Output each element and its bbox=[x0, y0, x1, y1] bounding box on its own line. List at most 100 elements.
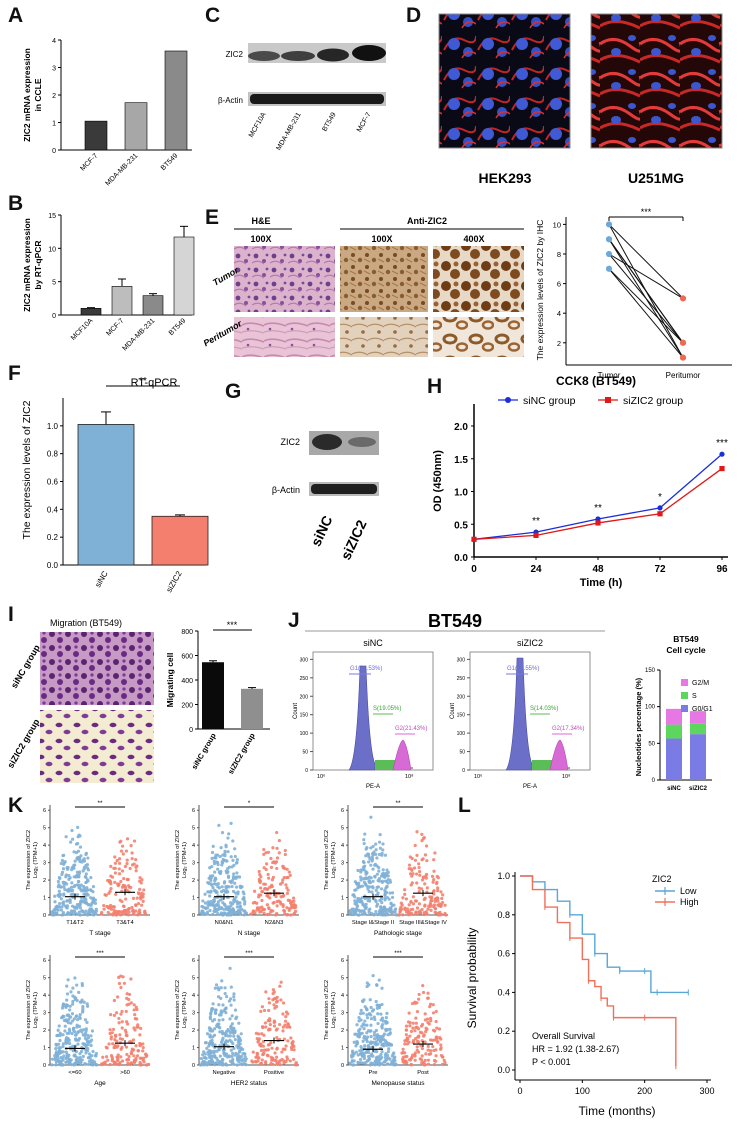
panel-l-ytick-label: 0.8 bbox=[497, 910, 510, 920]
panel-k-dot bbox=[209, 1061, 213, 1065]
panel-k-dot bbox=[355, 1032, 359, 1036]
panel-k-dot bbox=[227, 1029, 231, 1033]
panel-k-dot bbox=[281, 866, 286, 870]
panel-k-dot bbox=[76, 1042, 80, 1046]
panel-k-dot bbox=[409, 883, 413, 887]
panel-j-flow-ytick-label: 0 bbox=[305, 768, 308, 774]
panel-k-ytick-label: 1 bbox=[43, 896, 46, 902]
panel-k-dot bbox=[201, 1053, 205, 1057]
panel-k-dot bbox=[414, 1021, 418, 1025]
panel-k-dot bbox=[90, 1053, 94, 1058]
panel-j-flow-frame bbox=[469, 651, 591, 771]
panel-j-flow-s-phase bbox=[532, 760, 552, 770]
panel-k-group-label: N2&N3 bbox=[265, 920, 284, 926]
panel-k-dot bbox=[374, 1043, 378, 1047]
panel-k-dot bbox=[57, 1049, 62, 1053]
panel-k-dot bbox=[65, 1036, 69, 1040]
panel-k-dot bbox=[282, 876, 286, 880]
panel-k-dot bbox=[60, 872, 64, 877]
panel-k-dot bbox=[216, 1061, 220, 1065]
panel-k-dot bbox=[371, 974, 375, 978]
panel-l-ytick-label: 1.0 bbox=[497, 871, 510, 881]
panel-k-dot bbox=[217, 907, 221, 911]
panel-h-xtick-label: 48 bbox=[592, 564, 604, 575]
panel-k-dot bbox=[443, 903, 447, 907]
panel-k-dot bbox=[114, 1011, 119, 1015]
panel-k-dot bbox=[228, 1034, 232, 1038]
panel-k-dot bbox=[61, 1044, 65, 1049]
panel-k-dot bbox=[131, 908, 135, 912]
panel-k-dot bbox=[361, 1022, 365, 1026]
panel-k-dot bbox=[429, 902, 433, 907]
panel-h-chart: CCK8 (BT549) 0.00.51.01.52.00 24 48 72 96 **… bbox=[432, 374, 728, 589]
panel-k-xlabel: Age bbox=[94, 1080, 106, 1087]
panel-k-dot bbox=[78, 1000, 83, 1004]
panel-k-dot bbox=[433, 851, 437, 855]
panel-k-dot bbox=[434, 881, 439, 886]
panel-k-dot bbox=[69, 840, 73, 844]
panel-k-dot bbox=[264, 851, 268, 855]
panel-d-image-u251mg bbox=[590, 13, 723, 149]
panel-k-dot bbox=[363, 1019, 367, 1023]
panel-k-dot bbox=[269, 1061, 273, 1066]
panel-k-dot bbox=[65, 984, 69, 988]
panel-k-dot bbox=[229, 1024, 233, 1028]
panel-l-ytick-label: 0.4 bbox=[497, 987, 510, 997]
panel-k-dot bbox=[262, 882, 266, 886]
panel-k-dot bbox=[140, 878, 144, 882]
panel-k-dot bbox=[377, 1058, 381, 1063]
panel-k-ytick-label: 0 bbox=[341, 1063, 344, 1069]
panel-k-dot bbox=[265, 903, 270, 907]
panel-k-dot bbox=[350, 907, 354, 911]
panel-k-dot bbox=[418, 1057, 422, 1061]
panel-k-dot bbox=[264, 990, 268, 994]
panel-j-flow-ytick-label: 50 bbox=[459, 750, 465, 756]
panel-k-sig: *** bbox=[245, 950, 253, 957]
panel-k-dot bbox=[262, 847, 266, 852]
panel-j-flow-ytick-label: 50 bbox=[302, 750, 308, 756]
panel-k-dot bbox=[284, 883, 288, 887]
panel-k-dot bbox=[116, 995, 120, 999]
panel-letter-h: H bbox=[427, 375, 443, 398]
panel-k-dot bbox=[139, 1042, 143, 1047]
panel-k-xlabel: N stage bbox=[238, 930, 261, 937]
panel-k-dot bbox=[439, 890, 443, 894]
panel-h-legend-sinc: siNC group bbox=[523, 395, 576, 407]
panel-k-dot bbox=[426, 1062, 431, 1066]
panel-k-dot bbox=[219, 986, 223, 990]
panel-k-dot bbox=[266, 872, 270, 877]
panel-k-dot bbox=[282, 1037, 286, 1041]
panel-k-dot bbox=[117, 1016, 121, 1021]
panel-k-dot bbox=[59, 897, 63, 901]
panel-k-dot bbox=[415, 853, 419, 857]
panel-k-dot bbox=[94, 909, 98, 913]
panel-k-dot bbox=[279, 980, 283, 984]
panel-k-dot bbox=[138, 908, 142, 912]
panel-k-ytick-label: 5 bbox=[43, 976, 46, 982]
panel-b-xtick-label: MCF-7 bbox=[105, 317, 125, 337]
panel-k-dot bbox=[417, 889, 421, 894]
panel-k-dot bbox=[275, 904, 279, 908]
panel-k-dot bbox=[61, 911, 65, 915]
panel-k-dot bbox=[431, 904, 435, 908]
panel-k-dot bbox=[234, 875, 238, 879]
panel-k-dot bbox=[230, 911, 235, 916]
panel-k-dot bbox=[284, 1044, 288, 1048]
panel-j-flow-xtick-label: 10⁶ bbox=[317, 773, 325, 780]
panel-k-dot bbox=[267, 997, 271, 1001]
panel-k-dot bbox=[230, 1022, 234, 1026]
panel-k-dot bbox=[368, 1041, 372, 1045]
panel-k-dot bbox=[91, 896, 96, 900]
panel-k-dot bbox=[211, 844, 215, 848]
panel-k-dot bbox=[259, 886, 263, 890]
panel-k-dot bbox=[356, 898, 360, 903]
panel-k-dot bbox=[61, 853, 65, 858]
panel-k-dot bbox=[415, 1001, 419, 1005]
panel-k-dot bbox=[385, 885, 389, 889]
panel-k-dot bbox=[224, 907, 229, 912]
panel-f-ytick-label: 0.8 bbox=[47, 450, 59, 459]
panel-j-flow-ytick-label: 200 bbox=[300, 694, 309, 700]
panel-k-dot bbox=[293, 909, 298, 913]
panel-k-dot bbox=[83, 1036, 88, 1040]
